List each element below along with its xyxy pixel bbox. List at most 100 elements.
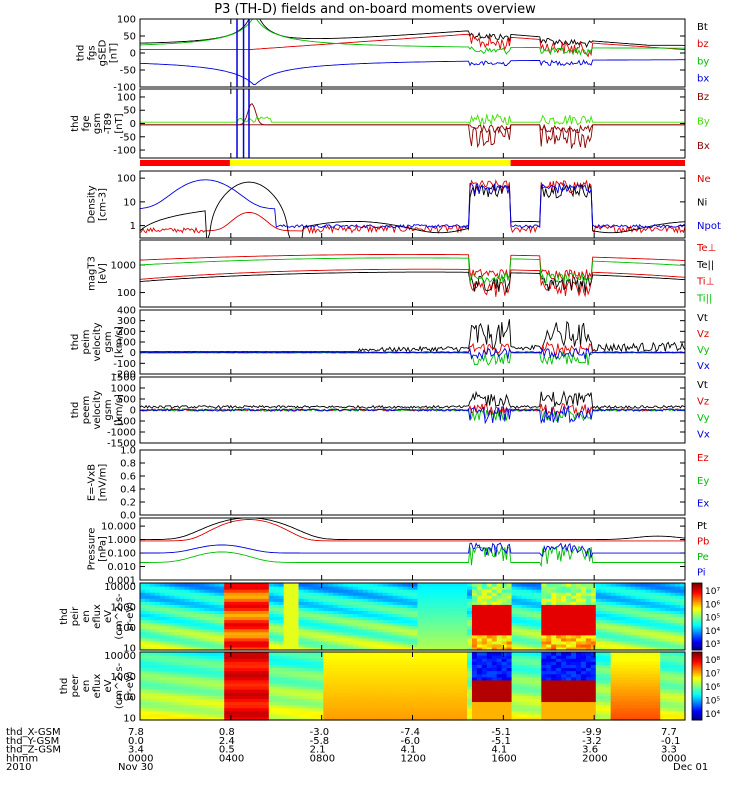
heatmap-cell bbox=[214, 652, 220, 656]
heatmap-cell bbox=[402, 679, 409, 684]
colorbar-segment bbox=[692, 613, 702, 616]
heatmap-cell bbox=[184, 619, 191, 624]
heatmap-cell bbox=[194, 698, 201, 703]
heatmap-cell bbox=[298, 595, 305, 599]
heatmap-cell bbox=[298, 658, 305, 662]
heatmap-cell bbox=[244, 664, 250, 669]
heatmap-cell bbox=[467, 689, 473, 693]
heatmap-cell bbox=[447, 670, 453, 675]
heatmap-cell bbox=[194, 658, 201, 662]
heatmap-cell bbox=[234, 589, 240, 593]
heatmap-cell bbox=[551, 682, 557, 687]
heatmap-cell bbox=[600, 667, 607, 672]
heatmap-cell bbox=[590, 625, 597, 630]
heatmap-cell bbox=[462, 619, 468, 624]
heatmap-cell bbox=[343, 686, 349, 690]
heatmap-cell bbox=[367, 661, 374, 665]
heatmap-cell bbox=[422, 701, 428, 706]
heatmap-cell bbox=[432, 710, 438, 715]
heatmap-cell bbox=[531, 661, 537, 665]
heatmap-cell bbox=[189, 595, 196, 599]
heatmap-cell bbox=[298, 701, 305, 706]
heatmap-cell bbox=[407, 646, 414, 651]
heatmap-cell bbox=[273, 604, 280, 608]
heatmap-cell bbox=[397, 658, 404, 662]
heatmap-cell bbox=[189, 658, 196, 662]
heatmap-cell bbox=[169, 679, 176, 684]
heatmap-cell bbox=[412, 631, 419, 636]
heatmap-cell bbox=[432, 673, 438, 678]
heatmap-cell bbox=[590, 652, 597, 656]
heatmap-cell bbox=[432, 661, 438, 665]
heatmap-cell bbox=[580, 613, 587, 618]
heatmap-cell bbox=[422, 613, 428, 618]
heatmap-cell bbox=[650, 619, 656, 624]
heatmap-cell bbox=[585, 661, 592, 665]
colorbar-segment bbox=[692, 641, 702, 644]
heatmap-cell bbox=[615, 673, 622, 678]
heatmap-cell bbox=[249, 589, 255, 593]
heatmap-cell bbox=[571, 682, 577, 687]
heatmap-cell bbox=[571, 610, 577, 615]
heatmap-cell bbox=[249, 679, 255, 684]
heatmap-cell bbox=[194, 622, 201, 627]
heatmap-cell bbox=[313, 595, 319, 599]
heatmap-cell bbox=[660, 610, 666, 615]
heatmap-cell bbox=[263, 698, 270, 703]
heatmap-cell bbox=[343, 679, 349, 684]
heatmap-cell bbox=[417, 616, 424, 621]
heatmap-cell bbox=[338, 689, 344, 693]
heatmap-cell bbox=[293, 610, 300, 615]
heatmap-cell bbox=[580, 583, 587, 587]
heatmap-cell bbox=[313, 607, 319, 612]
heatmap-cell bbox=[566, 710, 572, 715]
heatmap-cell bbox=[536, 601, 542, 605]
heatmap-cell bbox=[481, 679, 488, 684]
heatmap-cell bbox=[293, 655, 300, 659]
heatmap-cell bbox=[635, 598, 642, 602]
heatmap-cell bbox=[467, 655, 473, 659]
heatmap-cell bbox=[263, 716, 270, 721]
heatmap-cell bbox=[546, 598, 552, 602]
heatmap-cell bbox=[576, 607, 582, 612]
legend-Te⊥: Te⊥ bbox=[696, 243, 716, 254]
heatmap-cell bbox=[501, 707, 508, 712]
heatmap-cell bbox=[184, 646, 191, 651]
heatmap-cell bbox=[382, 598, 389, 602]
heatmap-cell bbox=[164, 692, 171, 696]
heatmap-cell bbox=[169, 689, 176, 693]
heatmap-cell bbox=[417, 604, 424, 608]
heatmap-cell bbox=[154, 619, 161, 624]
heatmap-cell bbox=[576, 713, 582, 718]
heatmap-cell bbox=[407, 583, 414, 587]
heatmap-cell bbox=[338, 710, 344, 715]
heatmap-cell bbox=[561, 589, 567, 593]
heatmap-cell bbox=[382, 610, 389, 615]
heatmap-cell bbox=[209, 622, 215, 627]
heatmap-cell bbox=[249, 689, 255, 693]
heatmap-cell bbox=[244, 655, 250, 659]
heatmap-cell bbox=[258, 667, 265, 672]
heatmap-cell bbox=[452, 664, 458, 669]
legend-Te||: Te|| bbox=[696, 260, 714, 271]
heatmap-cell bbox=[318, 619, 324, 624]
heatmap-cell bbox=[377, 583, 384, 587]
heatmap-cell bbox=[367, 637, 374, 642]
heatmap-cell bbox=[402, 646, 409, 651]
heatmap-cell bbox=[169, 655, 176, 659]
heatmap-cell bbox=[144, 679, 151, 684]
heatmap-cell bbox=[362, 637, 369, 642]
heatmap-cell bbox=[253, 652, 260, 656]
heatmap-cell bbox=[417, 640, 424, 645]
heatmap-cell bbox=[447, 616, 453, 621]
heatmap-cell bbox=[204, 661, 210, 665]
heatmap-cell bbox=[600, 682, 607, 687]
heatmap-cell bbox=[149, 595, 156, 599]
heatmap-cell bbox=[521, 646, 528, 651]
heatmap-cell bbox=[486, 713, 493, 718]
heatmap-cell bbox=[249, 583, 255, 587]
heatmap-cell bbox=[437, 658, 443, 662]
heatmap-cell bbox=[303, 652, 310, 656]
heatmap-cell bbox=[536, 670, 542, 675]
heatmap-cell bbox=[501, 619, 508, 624]
